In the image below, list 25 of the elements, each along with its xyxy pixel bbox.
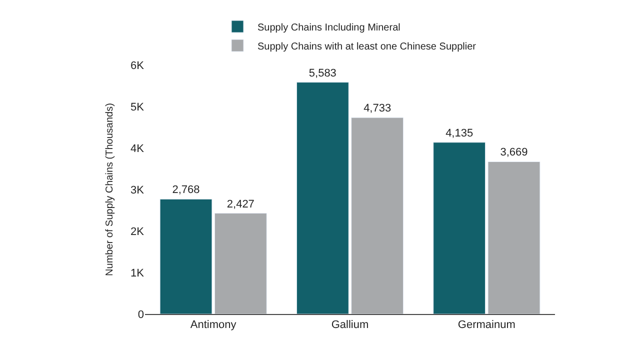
bar	[488, 161, 540, 314]
y-tick-label: 5K	[130, 101, 145, 114]
data-label: 2,427	[226, 198, 254, 210]
data-label: 3,669	[500, 146, 528, 159]
legend-label: Supply Chains with at least one Chinese Supplier	[258, 41, 477, 52]
bar	[160, 198, 212, 314]
y-tick-label: 1K	[130, 267, 145, 280]
data-label: 2,768	[172, 184, 200, 196]
y-tick-label: 4K	[130, 142, 145, 155]
data-label: 4,733	[364, 102, 392, 115]
y-tick-label: 6K	[130, 60, 145, 72]
y-tick-label: 2K	[130, 226, 145, 238]
bar	[433, 142, 486, 314]
legend-label: Supply Chains Including Mineral	[258, 22, 400, 34]
y-tick-label: 3K	[130, 184, 145, 196]
bar	[351, 117, 404, 314]
y-tick-label: 0	[138, 308, 144, 321]
x-tick-label: Gallium	[331, 319, 369, 332]
x-tick-label: Germainum	[458, 319, 516, 332]
data-label: 5,583	[308, 67, 336, 80]
data-label: 4,135	[446, 127, 474, 140]
bar	[296, 82, 349, 314]
y-axis-title: Number of Supply Chains (Thousands)	[104, 103, 116, 276]
x-tick-label: Antimony	[190, 319, 237, 332]
bar	[214, 213, 267, 314]
